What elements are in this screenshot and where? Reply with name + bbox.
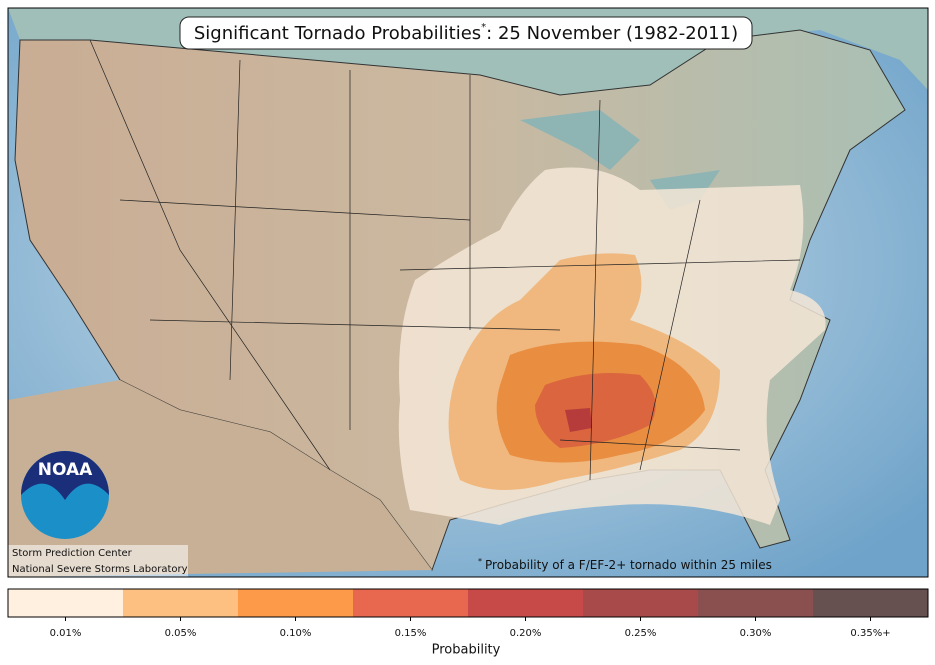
colorbar-swatch <box>123 589 238 617</box>
map: Storm Prediction Center National Severe … <box>8 8 928 577</box>
credit-box <box>8 545 188 577</box>
colorbar-swatch <box>353 589 468 617</box>
colorbar-swatch <box>8 589 123 617</box>
footnote: * Probability of a F/EF-2+ tornado within… <box>478 557 772 572</box>
noaa-logo: NOAA <box>21 451 109 539</box>
title-box <box>179 16 753 50</box>
colorbar-label: 0.25% <box>625 628 657 639</box>
colorbar-swatch <box>468 589 583 617</box>
colorbar-label: 0.01% <box>50 628 82 639</box>
map-frame <box>7 7 929 578</box>
mexico <box>8 380 432 577</box>
credit-line: National Severe Storms Laboratory <box>12 564 188 575</box>
logo-text: NOAA <box>38 460 93 480</box>
title-main: Significant Tornado Probabilities <box>194 23 481 44</box>
title-rest: : 25 November (1982-2011) <box>486 23 738 44</box>
colorbar: 0.01% 0.05% 0.10% 0.15% 0.20% 0.25% 0.30% 0.35%… <box>7 588 929 639</box>
title-mark: * <box>481 22 486 33</box>
colorbar-label: 0.05% <box>165 628 197 639</box>
prob-0-15 <box>535 372 656 448</box>
colorbar-label: 0.30% <box>740 628 772 639</box>
colorbar-swatch <box>238 589 353 617</box>
colorbar-swatch <box>813 589 928 617</box>
state-borders <box>89 39 801 481</box>
title: Significant Tornado Probabilities*: 25 N… <box>194 22 738 44</box>
colorbar-label: 0.20% <box>510 628 542 639</box>
colorbar-swatch <box>698 589 813 617</box>
colorbar-label: 0.10% <box>280 628 312 639</box>
footnote-mark: * <box>478 557 482 566</box>
colorbar-label: 0.15% <box>395 628 427 639</box>
colorbar-swatch <box>583 589 698 617</box>
great-lakes <box>520 110 720 210</box>
colorbar-label: 0.35%+ <box>850 628 890 639</box>
footnote-text: Probability of a F/EF-2+ tornado within … <box>485 558 772 572</box>
prob-0-20 <box>565 408 592 432</box>
legend-title: Probability <box>432 643 501 658</box>
credit-line: Storm Prediction Center <box>12 548 133 559</box>
colorbar-frame <box>7 588 929 618</box>
